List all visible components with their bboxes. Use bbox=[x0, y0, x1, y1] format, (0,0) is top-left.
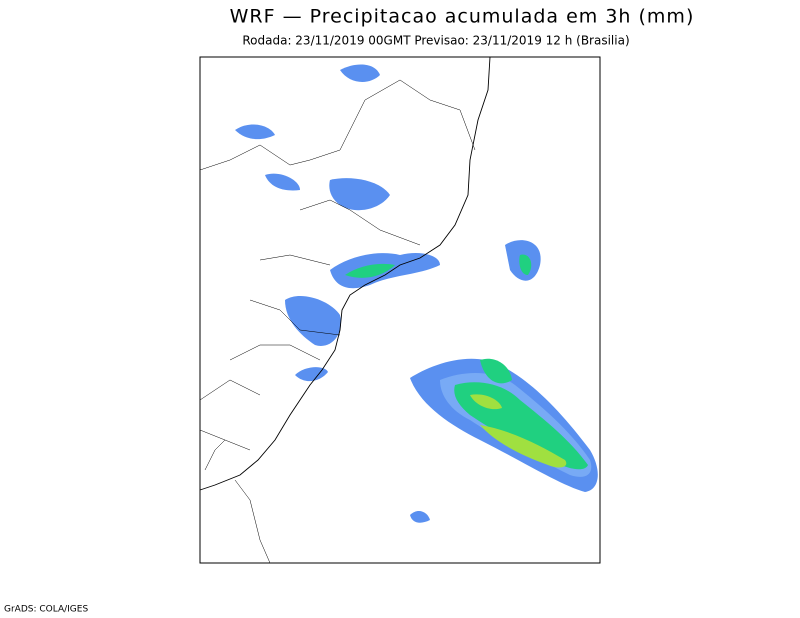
title: WRF — Precipitacao acumulada em 3h (mm) bbox=[230, 6, 695, 28]
map bbox=[199, 56, 601, 564]
subtitle: Rodada: 23/11/2019 00GMT Previsao: 23/11… bbox=[242, 34, 629, 48]
footer: GrADS: COLA/IGES bbox=[4, 605, 88, 615]
precipitation bbox=[235, 64, 598, 523]
map-frame bbox=[199, 56, 601, 564]
